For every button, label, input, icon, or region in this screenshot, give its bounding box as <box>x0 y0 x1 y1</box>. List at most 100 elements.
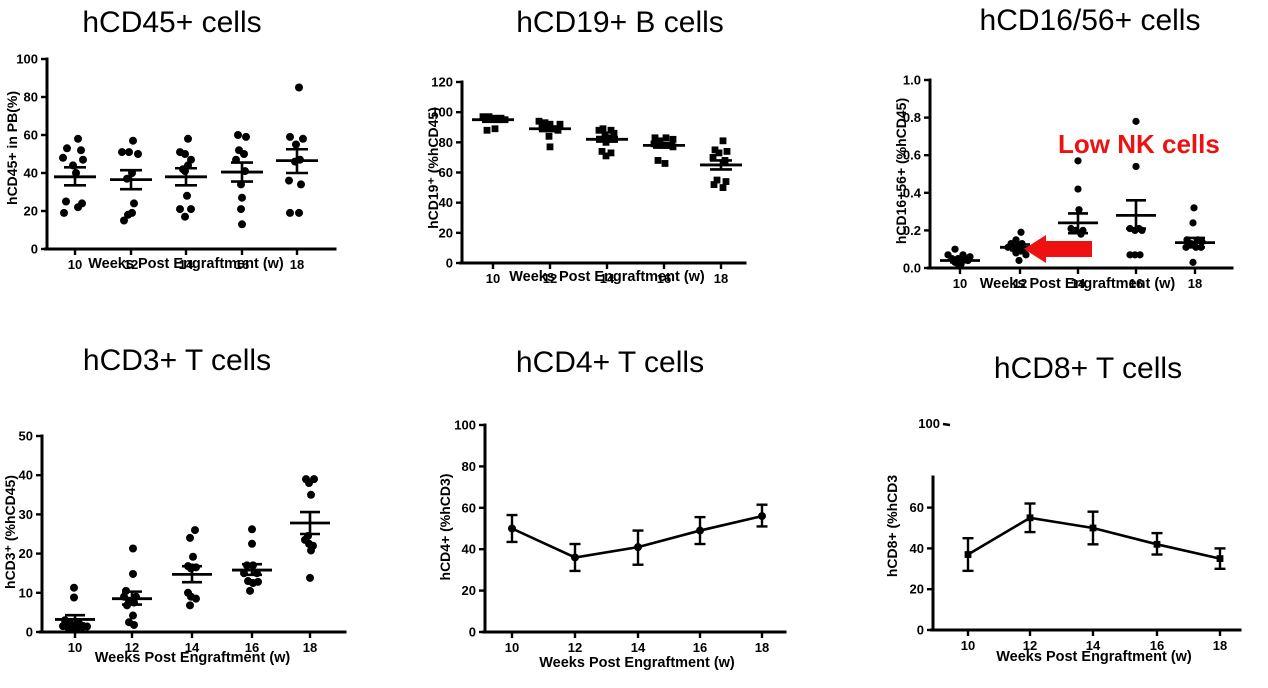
y-axis-label: hCD3⁺ (%hCD45) <box>2 475 18 589</box>
data-point <box>607 149 615 157</box>
y-tick-label: 0.6 <box>903 148 921 163</box>
data-point <box>571 553 579 562</box>
data-point <box>246 586 254 595</box>
data-point <box>964 551 972 558</box>
data-point <box>129 611 137 620</box>
chart-title-hcd45: hCD45+ cells <box>82 6 262 39</box>
mean-sem-week-12 <box>529 125 571 133</box>
data-point <box>1075 206 1083 214</box>
y-tick-label: 20 <box>19 546 33 561</box>
data-point <box>189 552 197 561</box>
y-tick-label: 40 <box>462 542 476 557</box>
x-axis-label: Weeks Post Engraftment (w) <box>88 256 284 272</box>
x-axis-label: Weeks Post Engraftment (w) <box>996 649 1192 665</box>
data-point <box>186 601 194 610</box>
chart-title-hcd19: hCD19+ B cells <box>516 6 724 39</box>
axes <box>927 78 1234 270</box>
data-point <box>1074 157 1082 165</box>
y-tick-label: 30 <box>19 507 33 522</box>
data-point <box>295 83 303 92</box>
mean-sem-week-14 <box>172 564 212 584</box>
mean-sem-week-18 <box>276 147 318 175</box>
chart-title-hcd4: hCD4+ T cells <box>515 346 705 379</box>
y-tick-label: 40 <box>439 195 453 210</box>
data-point <box>1189 219 1197 227</box>
clipped-y-tick-label: 100 <box>918 416 940 431</box>
error-bars <box>962 502 1226 573</box>
data-point <box>654 157 662 164</box>
data-point <box>1017 228 1025 236</box>
y-tick-label: 60 <box>910 500 924 515</box>
chart-title-hcd3: hCD3+ T cells <box>82 344 272 377</box>
x-tick-label: 16 <box>1150 638 1164 653</box>
data-point <box>1189 258 1197 266</box>
x-tick-label: 16 <box>245 640 259 655</box>
data-point <box>60 208 68 217</box>
data-point <box>234 131 242 139</box>
x-tick-label: 14 <box>1071 276 1086 291</box>
data-point <box>285 176 293 185</box>
y-tick-label: 0 <box>917 623 924 638</box>
y-tick-label: 0 <box>26 625 33 640</box>
data-point <box>286 208 294 217</box>
axes <box>930 475 1242 632</box>
data-point <box>1132 162 1140 171</box>
data-point <box>130 620 138 629</box>
y-tick-label: 20 <box>462 583 476 598</box>
points-week-16 <box>232 131 250 229</box>
y-tick-label: 100 <box>431 105 453 120</box>
mean-sem-week-12 <box>112 590 152 606</box>
points-week-18 <box>301 475 318 582</box>
x-axis-label: Weeks Post Engraftment (w) <box>509 269 705 285</box>
hcd3-plot: 0 10 20 30 40 50 10 12 14 16 18 hCD3⁺ (%hCD45) Weeks… <box>2 429 347 666</box>
hcd19-plot: 0 20 40 60 80 100 120 10 12 14 16 18 hCD19⁺ (%hCD45)… <box>425 75 747 286</box>
mean-sem-week-10 <box>55 613 95 625</box>
data-point <box>722 178 730 185</box>
x-axis-label: Weeks Post Engraftment (w) <box>95 650 291 666</box>
data-point <box>181 150 189 158</box>
data-point <box>546 120 554 128</box>
y-axis-label: hCD16+56+ (%hCD45) <box>893 98 909 244</box>
y-axis-label: hCD45+ in PB(%) <box>4 91 20 205</box>
data-point <box>299 134 307 143</box>
red-arrow-icon <box>1024 235 1092 263</box>
data-point <box>238 193 246 202</box>
data-point <box>669 135 677 143</box>
mean-sem-week-10 <box>940 257 980 264</box>
data-point <box>240 150 248 158</box>
data-point <box>307 546 315 555</box>
mean-markers <box>964 514 1224 562</box>
data-point <box>248 539 256 548</box>
data-point <box>719 137 727 145</box>
axes <box>44 57 337 251</box>
x-tick-label: 18 <box>1213 638 1227 653</box>
data-point <box>1022 251 1030 259</box>
data-point <box>295 208 303 217</box>
y-tick-label: 0.4 <box>903 185 922 200</box>
data-point <box>951 245 959 253</box>
x-tick-label: 12 <box>543 271 557 286</box>
hcd4-plot: 0 20 40 60 80 100 10 12 14 16 18 hCD4+ (%hCD3) Weeks… <box>437 418 787 671</box>
y-tick-label: 40 <box>910 541 924 556</box>
y-axis-label: hCD4+ (%hCD3) <box>437 474 453 581</box>
mean-sem-week-16 <box>643 141 685 149</box>
y-axis-label: hCD8+ (%hCD3 <box>884 475 900 578</box>
x-tick-label: 16 <box>1129 276 1143 291</box>
data-point <box>305 479 313 488</box>
y-tick-label: 40 <box>19 468 33 483</box>
x-tick-label: 12 <box>1013 276 1027 291</box>
mean-sem-week-14 <box>165 166 207 187</box>
x-tick-label: 18 <box>290 257 304 272</box>
data-point <box>74 203 82 212</box>
x-tick-label: 16 <box>693 640 707 655</box>
y-tick-label: 20 <box>24 204 38 219</box>
y-tick-label: 80 <box>24 90 38 105</box>
data-point <box>1089 524 1097 532</box>
data-point <box>545 132 553 140</box>
data-point <box>634 543 642 552</box>
mean-sem-week-10 <box>54 166 96 187</box>
data-point <box>709 154 717 161</box>
data-point <box>191 526 199 535</box>
data-point <box>599 125 607 133</box>
